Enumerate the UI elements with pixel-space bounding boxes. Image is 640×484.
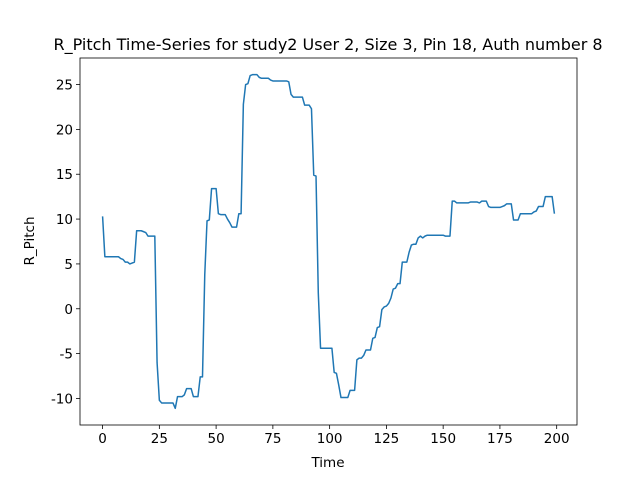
y-tick-label: 5 — [64, 257, 73, 273]
x-tick-label: 175 — [487, 431, 513, 447]
y-tick-label: 20 — [56, 122, 73, 138]
x-tick-label: 75 — [264, 431, 281, 447]
y-tick-label: 25 — [56, 78, 73, 94]
y-tick-label: 0 — [64, 302, 73, 318]
y-tick-label: -5 — [60, 347, 73, 363]
y-tick-label: 10 — [56, 212, 73, 228]
y-tick-label: 15 — [56, 167, 73, 183]
x-tick-label: 200 — [544, 431, 570, 447]
x-tick-label: 0 — [98, 431, 107, 447]
x-tick-label: 50 — [208, 431, 225, 447]
y-axis-label: R_Pitch — [22, 217, 38, 266]
data-line — [101, 73, 556, 410]
x-tick-label: 125 — [374, 431, 400, 447]
x-tick-label: 150 — [430, 431, 456, 447]
plot-frame — [79, 57, 578, 426]
y-tick-label: -10 — [51, 391, 73, 407]
x-tick-label: 25 — [151, 431, 168, 447]
x-tick-label: 100 — [317, 431, 343, 447]
x-axis-label: Time — [310, 455, 344, 471]
chart-title: R_Pitch Time-Series for study2 User 2, S… — [53, 35, 602, 55]
